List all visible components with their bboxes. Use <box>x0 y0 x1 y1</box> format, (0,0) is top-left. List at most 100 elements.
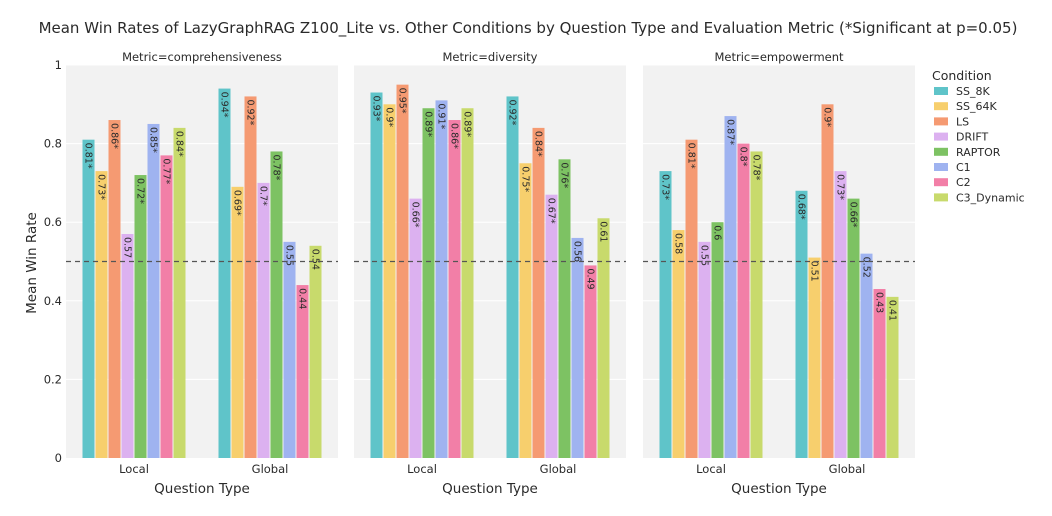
bar <box>121 233 134 458</box>
bar-data-label: 0.41 <box>887 300 898 321</box>
bar-data-label: 0.78* <box>751 154 762 180</box>
facet-title: Metric=comprehensiveness <box>122 50 282 64</box>
bar <box>597 218 610 458</box>
legend-title: Condition <box>932 68 992 83</box>
bar-data-label: 0.9* <box>384 107 395 127</box>
bar <box>173 127 186 458</box>
bar <box>750 151 763 458</box>
bar-data-label: 0.94* <box>219 92 230 118</box>
bar-data-label: 0.73* <box>96 174 107 200</box>
facet-panel: Metric=comprehensiveness 0.81*0.73* 0.86* 0… <box>66 50 338 497</box>
bar <box>448 120 461 459</box>
bar <box>711 222 724 458</box>
y-tick-label: 0.4 <box>44 294 62 308</box>
bar-data-label: 0.93* <box>371 96 382 122</box>
bar <box>519 163 532 458</box>
bar <box>737 143 750 458</box>
bar-data-label: 0.73* <box>835 174 846 200</box>
bar-data-label: 0.9* <box>822 107 833 127</box>
y-tick-label: 0 <box>55 451 62 465</box>
legend-swatch <box>934 132 948 141</box>
bar <box>160 155 173 458</box>
facet-title: Metric=diversity <box>443 50 538 64</box>
legend-swatch <box>934 117 948 126</box>
bar <box>834 171 847 459</box>
legend-label: C2 <box>956 176 971 189</box>
y-axis-title: Mean Win Rate <box>24 212 40 314</box>
bar <box>685 139 698 459</box>
bar <box>659 171 672 459</box>
legend-swatch <box>934 163 948 171</box>
bar-data-label: 0.91* <box>436 103 447 129</box>
bar <box>860 253 873 458</box>
bar-data-label: 0.52 <box>861 257 872 278</box>
bar-data-label: 0.92* <box>245 99 256 125</box>
legend-label: SS_64K <box>956 100 997 113</box>
bar <box>396 84 409 459</box>
y-tick-label: 0.2 <box>44 372 62 386</box>
x-tick-label: Global <box>540 462 577 476</box>
x-axis-title: Question Type <box>731 481 827 497</box>
bar <box>698 241 711 458</box>
bar <box>108 120 121 459</box>
bar-data-label: 0.55 <box>284 245 295 266</box>
legend-swatch <box>934 193 948 202</box>
bar <box>886 296 899 458</box>
bar-data-label: 0.58 <box>673 233 684 254</box>
y-tick-label: 0.6 <box>44 215 62 229</box>
bar-data-label: 0.87* <box>725 119 736 145</box>
bar <box>370 92 383 458</box>
legend-label: C1 <box>956 161 971 174</box>
bar <box>584 265 597 458</box>
bar <box>422 108 435 458</box>
bar-data-label: 0.49 <box>585 268 596 289</box>
bar <box>873 289 886 458</box>
bar-data-label: 0.86* <box>109 123 120 149</box>
legend-label: RAPTOR <box>956 146 1001 159</box>
bar <box>296 285 309 458</box>
bar <box>383 104 396 459</box>
bar-data-label: 0.89* <box>462 111 473 137</box>
bar <box>82 139 95 459</box>
bar <box>672 230 685 458</box>
legend-label: DRIFT <box>956 131 988 144</box>
bar <box>435 100 448 459</box>
bar-data-label: 0.92* <box>507 99 518 125</box>
bar-data-label: 0.8* <box>738 147 749 167</box>
bar-data-label: 0.86* <box>449 123 460 149</box>
legend-swatch <box>934 87 948 95</box>
bar-data-label: 0.61 <box>598 221 609 242</box>
bar-data-label: 0.81* <box>83 143 94 169</box>
bar-data-label: 0.55 <box>699 245 710 266</box>
bar-data-label: 0.7* <box>258 186 269 206</box>
bar-data-label: 0.77* <box>161 158 172 184</box>
bar <box>147 123 160 458</box>
bar <box>409 198 422 458</box>
bar-data-label: 0.89* <box>423 111 434 137</box>
bar <box>506 96 519 458</box>
bar-data-label: 0.76* <box>559 162 570 188</box>
bar-data-label: 0.73* <box>660 174 671 200</box>
bar-data-label: 0.85* <box>148 127 159 153</box>
x-tick-label: Global <box>252 462 289 476</box>
legend-swatch <box>934 178 948 187</box>
bar <box>257 182 270 458</box>
bar-data-label: 0.67* <box>546 198 557 224</box>
bar <box>95 171 108 459</box>
legend-label: C3_Dynamic <box>956 191 1025 204</box>
bar-data-label: 0.54 <box>310 249 321 270</box>
bar <box>283 241 296 458</box>
y-tick-label: 1 <box>55 58 62 72</box>
bar-data-label: 0.69* <box>232 190 243 216</box>
bar-data-label: 0.6 <box>712 225 723 240</box>
bar-data-label: 0.84* <box>533 131 544 157</box>
bar <box>532 127 545 458</box>
bar <box>461 108 474 458</box>
facet-panel: Metric=diversity 0.93* 0.9*0.95* 0.66* 0.89*… <box>354 50 626 497</box>
x-tick-label: Global <box>829 462 866 476</box>
x-tick-label: Local <box>119 462 149 476</box>
x-tick-label: Local <box>696 462 726 476</box>
bar-data-label: 0.81* <box>686 143 697 169</box>
bar-data-label: 0.84* <box>174 131 185 157</box>
